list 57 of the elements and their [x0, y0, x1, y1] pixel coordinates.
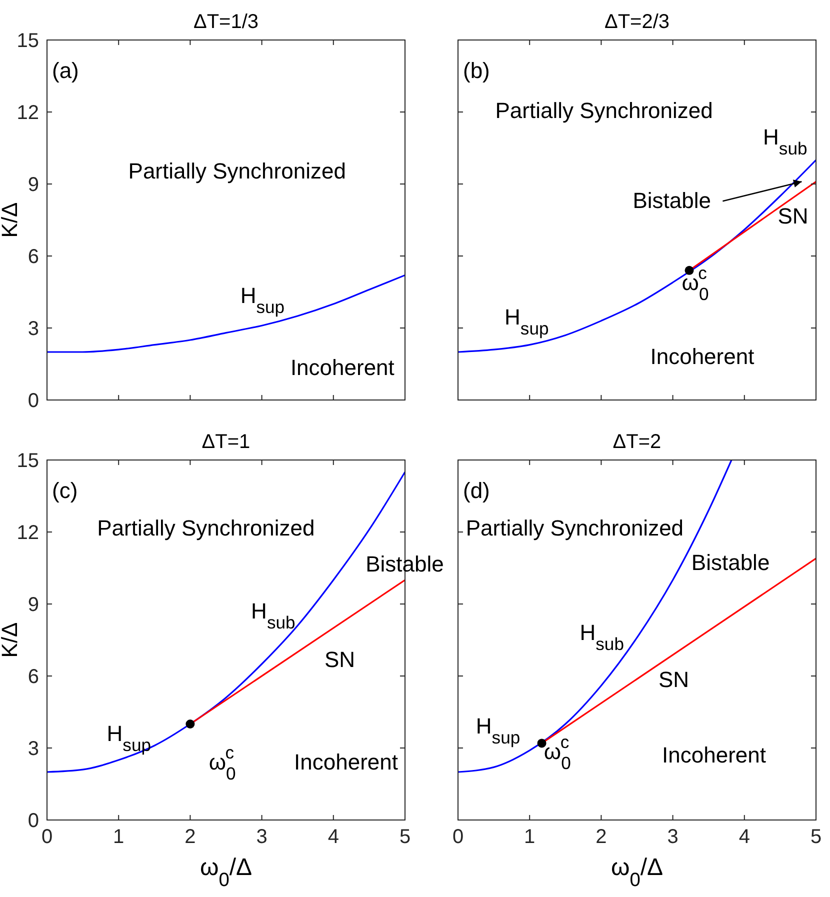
annotation: SN	[778, 204, 808, 229]
annotation: (d)	[463, 478, 490, 503]
y-tick-label: 15	[16, 30, 39, 52]
x-tick-label: 3	[667, 826, 678, 848]
annotation: SN	[324, 647, 356, 672]
annotation: SN	[658, 666, 690, 692]
y-tick-label: 12	[16, 522, 39, 544]
x-axis-title: ω$_{0}$/Δ	[200, 854, 252, 891]
annotation: Bistable	[632, 188, 711, 214]
annotation: (c)	[52, 478, 78, 503]
annotation: H$_{sub}$	[763, 124, 808, 158]
x-tick-label: 0	[41, 826, 53, 848]
x-tick-label: 1	[113, 826, 124, 848]
x-tick-label: 4	[328, 826, 339, 848]
x-tick-label: 4	[738, 826, 750, 848]
x-tick-label: 3	[256, 826, 268, 848]
x-tick-label: 2	[184, 826, 196, 848]
y-tick-label: 3	[28, 318, 39, 340]
chart-title: ΔT=1	[202, 431, 250, 453]
annotation: Partially Synchronized	[128, 158, 346, 184]
annotation: Partially Synchronized	[97, 516, 315, 541]
chart-title: ΔT=2	[612, 431, 662, 453]
y-tick-label: 3	[28, 738, 39, 760]
y-tick-label: 0	[28, 810, 39, 832]
annotation: H$_{sup}$	[240, 282, 285, 317]
annotation: H$_{sub}$	[251, 598, 296, 632]
x-tick-label: 5	[399, 826, 411, 848]
x-tick-label: 5	[810, 826, 822, 848]
x-tick-label: 2	[596, 826, 607, 848]
y-tick-label: 6	[28, 246, 39, 268]
annotation: Partially Synchronized	[495, 98, 713, 123]
line-series	[47, 274, 405, 353]
chart-title: ΔT=1/3	[193, 11, 259, 33]
annotation: (a)	[52, 58, 79, 83]
annotation: H$_{sup}$	[504, 304, 550, 338]
y-tick-label: 12	[16, 102, 39, 124]
annotation: (b)	[463, 58, 490, 83]
x-tick-label: 0	[452, 826, 464, 848]
annotation: Incoherent	[294, 750, 398, 775]
annotation: H$_{sup}$	[106, 720, 152, 755]
annotation: Partially Synchronized	[466, 516, 684, 541]
x-tick-label: 1	[524, 826, 536, 848]
x-axis-title: ω$_{0}$/Δ	[610, 854, 664, 891]
y-tick-label: 6	[28, 666, 39, 688]
annotation: Incoherent	[662, 742, 766, 768]
annotation: Incoherent	[290, 354, 394, 380]
y-axis-title: K/Δ	[0, 622, 22, 658]
y-tick-label: 9	[28, 594, 39, 616]
y-tick-label: 9	[28, 174, 39, 196]
annotation: H$_{sub}$	[580, 620, 624, 654]
y-tick-label: 15	[16, 450, 39, 472]
y-axis-title: K/Δ	[0, 202, 22, 238]
annotation: Incoherent	[650, 344, 754, 369]
y-tick-label: 0	[28, 390, 39, 412]
annotation: Bistable	[691, 550, 770, 575]
annotation: H$_{sup}$	[476, 714, 520, 748]
chart-title: ΔT=2/3	[604, 11, 670, 33]
